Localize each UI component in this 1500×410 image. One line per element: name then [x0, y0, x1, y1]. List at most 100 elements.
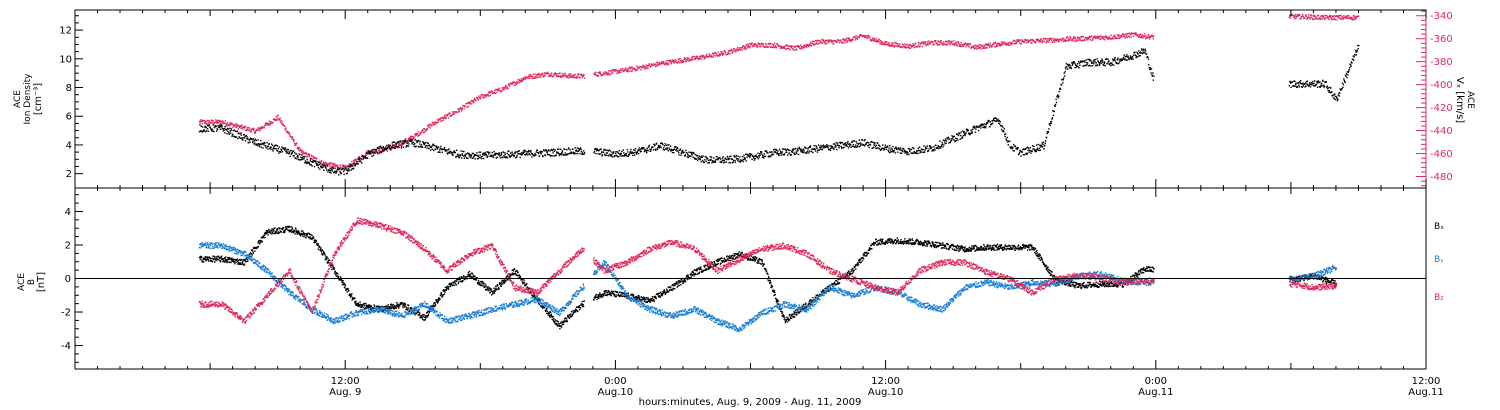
- density-series-point: [860, 139, 863, 141]
- density-series-point: [1116, 58, 1118, 61]
- vx-series-point: [204, 122, 207, 125]
- bx-series-point: [256, 246, 259, 248]
- density-series-point: [323, 169, 325, 171]
- vx-series-point: [241, 124, 243, 126]
- bx-series-point: [275, 230, 277, 232]
- vx-series-point: [473, 101, 475, 103]
- density-series-point: [1023, 148, 1025, 150]
- density-series-point: [877, 142, 879, 144]
- vx-series-point: [998, 44, 1000, 47]
- vx-series-point: [981, 45, 983, 47]
- vx-series-point: [300, 149, 302, 151]
- density-series-point: [755, 154, 757, 156]
- density-series-point: [1306, 80, 1309, 82]
- density-series-point: [214, 126, 216, 128]
- density-series-point: [1096, 64, 1099, 66]
- density-series-point: [224, 126, 226, 128]
- vx-series-point: [559, 75, 561, 77]
- vx-series-point: [748, 44, 750, 46]
- density-series-point: [1032, 148, 1035, 150]
- density-series-point: [641, 148, 643, 150]
- vx-series-point: [935, 40, 937, 42]
- vx-series-point: [703, 56, 705, 58]
- vx-series-point: [1340, 14, 1342, 17]
- bx-series-point: [222, 260, 225, 262]
- density-series-point: [320, 165, 323, 168]
- vx-series-point: [644, 68, 646, 70]
- vx-series-point: [712, 56, 715, 58]
- vx-series-point: [661, 62, 663, 64]
- bx-series-point: [255, 247, 257, 250]
- vx-series-point: [826, 43, 828, 45]
- density-series-point: [481, 157, 483, 160]
- density-series-point: [466, 157, 468, 159]
- vx-series-point: [339, 166, 342, 168]
- vx-series-point: [939, 41, 941, 44]
- bx-series-point: [261, 240, 263, 242]
- vx-series-point: [785, 44, 787, 47]
- vx-series-point: [1094, 35, 1096, 37]
- density-series-point: [415, 145, 417, 147]
- vx-series-point: [599, 72, 601, 74]
- density-series-point: [260, 146, 262, 148]
- density-series-point: [553, 155, 555, 157]
- vx-series-point: [699, 55, 701, 58]
- vx-series-point: [680, 60, 682, 62]
- density-series-point: [200, 130, 202, 132]
- density-series-point: [895, 146, 897, 148]
- vx-series-point: [832, 40, 834, 42]
- vx-series-point: [934, 41, 937, 43]
- vx-series-point: [537, 73, 539, 75]
- vx-series-point: [658, 63, 660, 66]
- vx-series-point: [721, 53, 724, 55]
- density-series-point: [1305, 85, 1307, 87]
- vx-series-point: [248, 130, 250, 132]
- vx-series-point: [927, 40, 930, 42]
- vx-series-point: [220, 121, 222, 123]
- vx-series-point: [984, 45, 986, 48]
- vx-series-point: [1059, 38, 1061, 40]
- vx-series-point: [611, 72, 614, 74]
- vx-series-point: [595, 71, 597, 74]
- density-series-point: [1079, 61, 1082, 63]
- density-series-point: [1344, 74, 1347, 76]
- density-series-point: [580, 148, 582, 150]
- vx-series-point: [1026, 40, 1028, 42]
- right-tick-label: -420: [1430, 103, 1453, 114]
- density-series-point: [350, 169, 352, 171]
- vx-series-point: [477, 98, 479, 100]
- density-series-point: [835, 146, 837, 148]
- vx-series-point: [247, 127, 249, 129]
- vx-series-point: [1055, 39, 1057, 41]
- density-series-point: [742, 160, 744, 163]
- vx-series-point: [1302, 15, 1304, 17]
- density-series-point: [1131, 56, 1134, 58]
- vx-series-point: [846, 40, 849, 42]
- vx-series-point: [678, 58, 680, 60]
- vx-series-point: [648, 63, 651, 65]
- vx-series-point: [1321, 18, 1323, 20]
- vx-series-point: [221, 122, 224, 124]
- vx-series-point: [1144, 35, 1146, 37]
- density-series-point: [415, 140, 418, 142]
- vx-series-point: [1048, 40, 1050, 42]
- density-series-point: [553, 150, 556, 152]
- density-series-point: [377, 153, 379, 155]
- density-series-point: [351, 167, 353, 170]
- density-series-point: [285, 149, 288, 151]
- density-series-point: [1330, 87, 1332, 89]
- density-series-point: [1107, 61, 1109, 63]
- vx-series-point: [1031, 42, 1033, 44]
- bx-series-point: [219, 260, 222, 262]
- vx-series-point: [610, 70, 613, 73]
- density-series-point: [926, 147, 928, 150]
- density-series-point: [854, 146, 856, 148]
- density-series-point: [909, 149, 912, 151]
- vx-series-point: [284, 125, 286, 127]
- density-series-point: [560, 154, 562, 156]
- density-series-point: [1138, 55, 1141, 57]
- vx-series-point: [484, 94, 487, 97]
- density-series-point: [1121, 59, 1123, 61]
- density-series-point: [600, 148, 602, 150]
- vx-series-point: [444, 117, 447, 120]
